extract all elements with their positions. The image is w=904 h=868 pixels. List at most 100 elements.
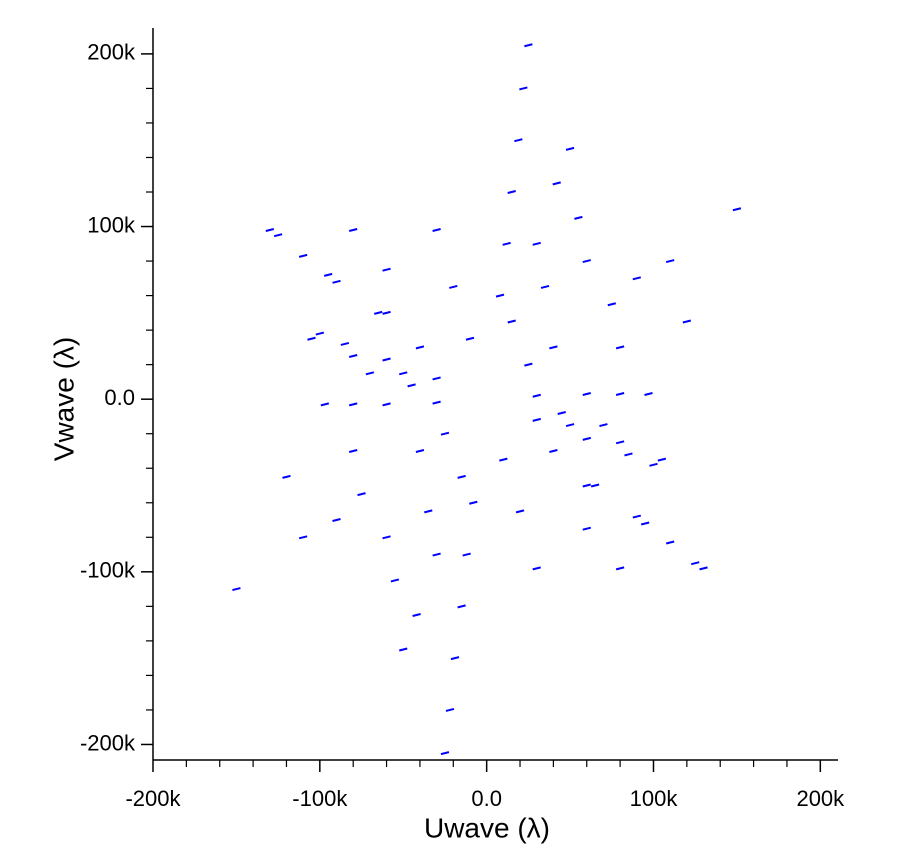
uv-point: [549, 449, 558, 453]
uv-point: [582, 259, 591, 264]
uv-point: [540, 284, 550, 289]
uv-point: [382, 402, 391, 407]
uv-point: [298, 535, 308, 540]
x-tick-label: 100k: [630, 786, 679, 811]
uv-point: [323, 272, 333, 277]
y-tick-label: 100k: [87, 212, 136, 237]
uv-point: [649, 462, 658, 467]
uv-point: [440, 431, 450, 436]
uv-point: [582, 526, 591, 531]
y-axis-title: Vwave (λ): [48, 337, 79, 461]
uv-point: [373, 310, 383, 315]
uv-point: [507, 190, 516, 194]
uv-point: [644, 392, 653, 396]
uv-point: [382, 310, 391, 315]
uv-point: [462, 552, 471, 557]
uv-point: [532, 417, 541, 422]
uv-point: [552, 181, 561, 186]
uv-point: [340, 341, 350, 346]
uv-point: [565, 146, 575, 151]
uv-point: [450, 656, 460, 661]
uv-point: [590, 483, 600, 488]
uv-point: [348, 228, 358, 232]
uv-point: [357, 492, 366, 497]
uv-point: [415, 449, 425, 453]
y-tick-label: -200k: [80, 730, 136, 755]
uv-point: [424, 509, 433, 514]
uv-point: [399, 371, 408, 376]
uv-point: [440, 751, 450, 756]
uv-point: [519, 86, 528, 91]
uv-point: [615, 440, 625, 445]
uv-point: [615, 392, 625, 396]
uv-point: [307, 336, 316, 341]
uv-point: [457, 474, 466, 479]
y-tick-label: 0.0: [104, 385, 135, 410]
uv-point: [582, 483, 591, 488]
uv-point: [514, 138, 523, 143]
uv-point: [320, 402, 330, 407]
uv-point: [615, 345, 625, 350]
uv-point: [432, 228, 441, 232]
uv-point: [407, 383, 416, 388]
x-tick-label: 200k: [796, 786, 845, 811]
uv-point: [332, 518, 341, 522]
x-tick-label: 0.0: [471, 786, 502, 811]
uv-point: [465, 336, 475, 341]
uv-point: [657, 457, 667, 462]
uv-point: [449, 284, 458, 289]
uv-point: [524, 43, 533, 48]
uv-point: [273, 233, 283, 238]
uv-point: [632, 276, 642, 281]
uv-point: [348, 449, 358, 453]
uv-point: [412, 613, 421, 617]
uv-point: [457, 604, 466, 609]
uv-point: [265, 228, 275, 232]
uv-point: [432, 376, 441, 381]
uv-point: [382, 535, 391, 540]
uv-point: [390, 578, 400, 583]
uv-point: [607, 302, 617, 307]
uv-point: [348, 354, 358, 358]
uv-point: [549, 345, 558, 350]
uv-point: [432, 552, 441, 557]
uv-point: [665, 540, 675, 545]
uv-point: [532, 241, 541, 246]
uv-point: [640, 521, 650, 526]
uv-point: [348, 402, 358, 407]
uv-point: [532, 566, 541, 571]
x-axis-title: Uwave (λ): [424, 812, 550, 843]
uv-point: [365, 371, 375, 376]
uv-point: [432, 400, 441, 405]
uv-point: [524, 362, 533, 367]
uv-point: [682, 319, 692, 324]
x-tick-label: -200k: [125, 786, 181, 811]
uv-point: [582, 392, 591, 396]
uv-point: [532, 393, 541, 398]
y-tick-label: -100k: [80, 558, 136, 583]
uv-point: [690, 561, 700, 566]
uv-point: [732, 207, 742, 212]
uv-point: [282, 474, 291, 479]
uv-point: [582, 436, 591, 441]
uv-point: [615, 566, 625, 571]
uv-point: [415, 345, 425, 350]
uv-point: [298, 253, 308, 258]
uv-point: [507, 319, 516, 324]
uv-point: [574, 215, 583, 220]
uv-point: [332, 279, 341, 284]
uv-point: [665, 259, 675, 264]
y-tick-label: 200k: [87, 40, 136, 65]
uv-point: [599, 423, 608, 428]
uv-point: [565, 423, 575, 428]
uv-point: [399, 647, 408, 652]
uv-point: [469, 500, 478, 505]
uv-point: [499, 457, 508, 462]
uv-point: [382, 267, 391, 272]
uv-point: [557, 411, 566, 415]
x-tick-label: -100k: [292, 786, 348, 811]
uv-point: [445, 707, 455, 712]
uv-point: [699, 566, 708, 571]
uv-point: [382, 357, 391, 362]
